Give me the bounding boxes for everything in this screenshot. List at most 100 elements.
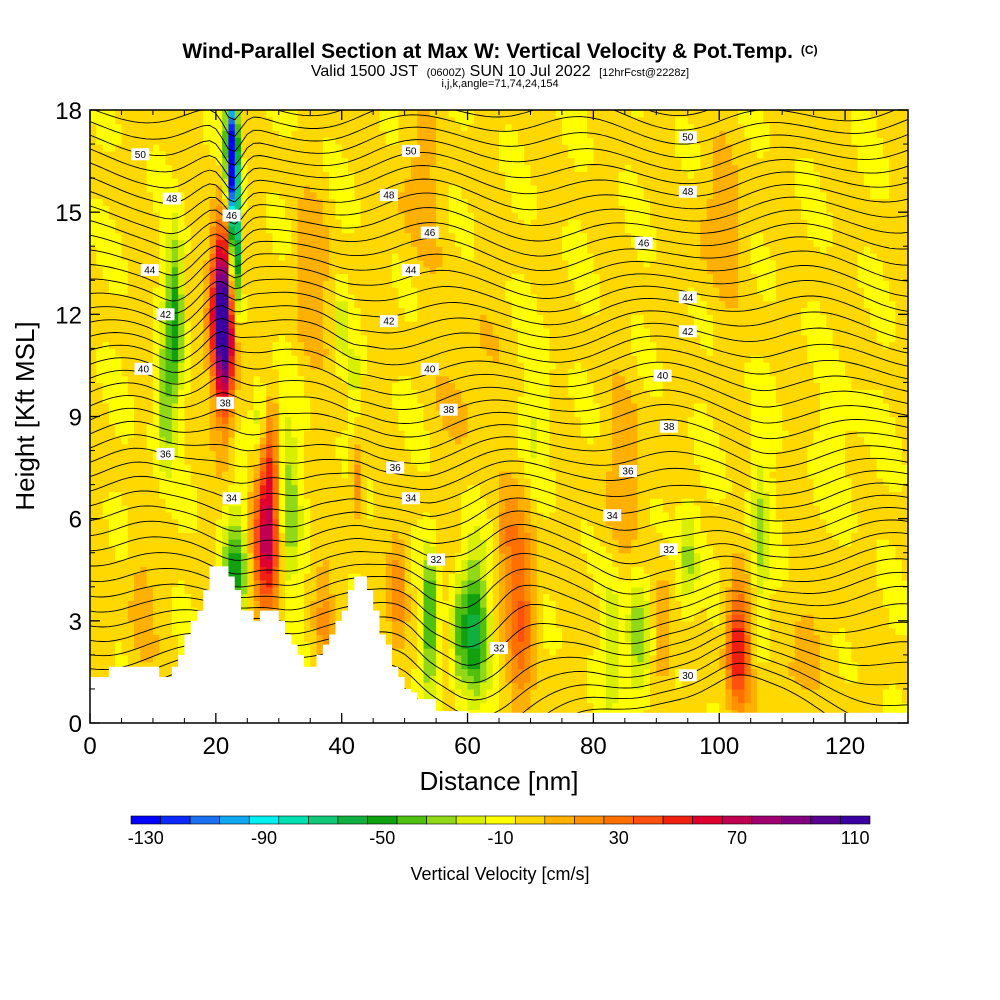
velocity-cell bbox=[442, 661, 450, 670]
velocity-cell bbox=[134, 620, 154, 629]
velocity-cell bbox=[360, 491, 368, 499]
velocity-cell bbox=[454, 436, 462, 445]
velocity-cell bbox=[637, 362, 664, 370]
velocity-cell bbox=[819, 184, 871, 193]
velocity-cell bbox=[819, 300, 865, 309]
velocity-cell bbox=[838, 668, 859, 676]
velocity-cell bbox=[253, 600, 261, 608]
velocity-cell bbox=[763, 293, 777, 302]
velocity-cell bbox=[272, 116, 299, 125]
velocity-cell bbox=[373, 505, 462, 513]
velocity-cell bbox=[505, 648, 513, 656]
velocity-cell bbox=[895, 416, 908, 424]
velocity-cell bbox=[750, 695, 758, 704]
velocity-cell bbox=[744, 661, 752, 670]
velocity-cell bbox=[209, 327, 217, 336]
velocity-cell bbox=[222, 178, 230, 186]
velocity-cell bbox=[605, 614, 620, 622]
velocity-cell bbox=[152, 396, 160, 404]
velocity-cell bbox=[379, 123, 399, 132]
velocity-cell bbox=[492, 607, 500, 615]
velocity-cell bbox=[423, 668, 437, 676]
velocity-cell bbox=[511, 300, 538, 309]
velocity-cell bbox=[329, 573, 349, 581]
velocity-cell bbox=[335, 212, 362, 220]
velocity-cell bbox=[574, 280, 601, 288]
velocity-cell bbox=[650, 648, 657, 656]
velocity-cell bbox=[285, 532, 299, 540]
velocity-cell bbox=[436, 157, 500, 166]
velocity-cell bbox=[536, 675, 588, 683]
velocity-cell bbox=[90, 586, 135, 595]
velocity-cell bbox=[241, 552, 248, 561]
velocity-cell bbox=[178, 239, 185, 247]
velocity-cell bbox=[404, 600, 412, 608]
velocity-cell bbox=[750, 436, 783, 445]
theta-label-text: 44 bbox=[405, 266, 417, 277]
velocity-cell bbox=[278, 382, 305, 390]
velocity-cell bbox=[517, 130, 563, 138]
velocity-cell bbox=[253, 525, 261, 533]
velocity-cell bbox=[241, 116, 274, 125]
velocity-cell bbox=[241, 559, 248, 567]
velocity-cell bbox=[272, 341, 292, 349]
velocity-cell bbox=[259, 552, 267, 561]
velocity-cell bbox=[241, 259, 299, 268]
theta-label: 32 bbox=[659, 543, 678, 556]
velocity-cell bbox=[127, 382, 154, 390]
velocity-cell bbox=[215, 450, 230, 458]
velocity-cell bbox=[190, 362, 204, 370]
velocity-cell bbox=[731, 157, 796, 166]
velocity-cell bbox=[234, 232, 242, 241]
velocity-cell bbox=[303, 620, 311, 629]
velocity-cell bbox=[530, 559, 538, 567]
velocity-cell bbox=[750, 443, 783, 452]
velocity-cell bbox=[259, 518, 267, 527]
velocity-cell bbox=[775, 586, 884, 595]
velocity-cell bbox=[196, 505, 223, 513]
velocity-cell bbox=[259, 579, 267, 588]
velocity-cell bbox=[813, 239, 834, 247]
velocity-cell bbox=[656, 641, 670, 649]
velocity-cell bbox=[259, 600, 274, 608]
velocity-cell bbox=[297, 123, 381, 132]
velocity-cell bbox=[851, 532, 908, 540]
velocity-cell bbox=[90, 661, 116, 670]
velocity-cell bbox=[656, 607, 670, 615]
velocity-cell bbox=[889, 484, 903, 493]
velocity-cell bbox=[819, 396, 884, 404]
velocity-cell bbox=[436, 586, 443, 595]
velocity-cell bbox=[524, 368, 550, 377]
velocity-cell bbox=[901, 695, 908, 704]
velocity-cell bbox=[448, 184, 462, 193]
velocity-cell bbox=[178, 184, 217, 193]
velocity-cell bbox=[247, 457, 261, 465]
velocity-cell bbox=[234, 389, 255, 397]
velocity-cell bbox=[593, 586, 607, 595]
velocity-cell bbox=[297, 239, 330, 247]
velocity-cell bbox=[662, 532, 683, 540]
velocity-cell bbox=[417, 627, 425, 636]
velocity-cell bbox=[895, 430, 908, 438]
velocity-cell bbox=[165, 436, 173, 445]
velocity-cell bbox=[750, 573, 758, 581]
velocity-cell bbox=[417, 586, 425, 595]
velocity-cell bbox=[423, 634, 437, 642]
velocity-cell bbox=[96, 362, 123, 370]
velocity-cell bbox=[775, 375, 815, 384]
velocity-cell bbox=[209, 144, 223, 152]
velocity-cell bbox=[429, 450, 519, 458]
velocity-cell bbox=[285, 614, 305, 622]
velocity-cell bbox=[398, 110, 418, 118]
velocity-cell bbox=[719, 566, 733, 574]
velocity-cell bbox=[436, 518, 462, 527]
velocity-cell bbox=[90, 110, 116, 118]
velocity-cell bbox=[624, 620, 632, 629]
velocity-cell bbox=[650, 634, 657, 642]
velocity-cell bbox=[215, 545, 223, 554]
velocity-cell bbox=[857, 525, 908, 533]
velocity-cell bbox=[215, 232, 230, 241]
velocity-cell bbox=[650, 334, 701, 343]
velocity-cell bbox=[480, 627, 488, 636]
velocity-cell bbox=[744, 607, 752, 615]
